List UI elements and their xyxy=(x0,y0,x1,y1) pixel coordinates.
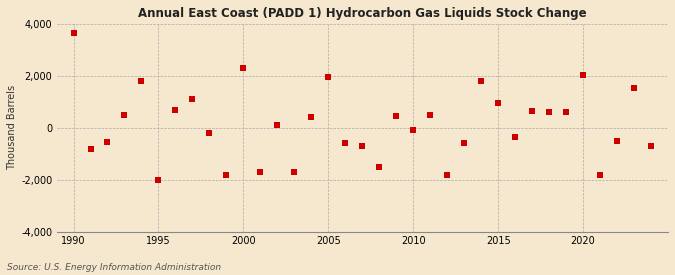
Point xyxy=(628,86,639,90)
Point xyxy=(612,139,622,143)
Point xyxy=(476,79,487,83)
Title: Annual East Coast (PADD 1) Hydrocarbon Gas Liquids Stock Change: Annual East Coast (PADD 1) Hydrocarbon G… xyxy=(138,7,587,20)
Y-axis label: Thousand Barrels: Thousand Barrels xyxy=(7,85,17,170)
Point xyxy=(323,75,333,79)
Point xyxy=(442,172,453,177)
Point xyxy=(170,108,181,112)
Point xyxy=(544,110,555,114)
Point xyxy=(374,165,385,169)
Point xyxy=(459,141,470,146)
Point xyxy=(510,135,520,139)
Point xyxy=(204,131,215,135)
Point xyxy=(357,144,368,148)
Point xyxy=(408,128,418,133)
Point xyxy=(85,147,96,151)
Point xyxy=(102,140,113,144)
Point xyxy=(578,72,589,77)
Point xyxy=(153,178,164,182)
Point xyxy=(221,172,232,177)
Point xyxy=(425,113,435,117)
Point xyxy=(238,66,249,70)
Point xyxy=(340,141,351,146)
Point xyxy=(646,144,657,148)
Point xyxy=(289,170,300,174)
Point xyxy=(255,170,266,174)
Point xyxy=(526,109,537,113)
Point xyxy=(119,113,130,117)
Point xyxy=(136,79,147,83)
Point xyxy=(272,123,283,128)
Point xyxy=(68,31,79,35)
Point xyxy=(187,97,198,101)
Point xyxy=(391,114,402,119)
Point xyxy=(493,101,504,105)
Text: Source: U.S. Energy Information Administration: Source: U.S. Energy Information Administ… xyxy=(7,263,221,272)
Point xyxy=(595,172,605,177)
Point xyxy=(561,110,572,114)
Point xyxy=(306,115,317,120)
